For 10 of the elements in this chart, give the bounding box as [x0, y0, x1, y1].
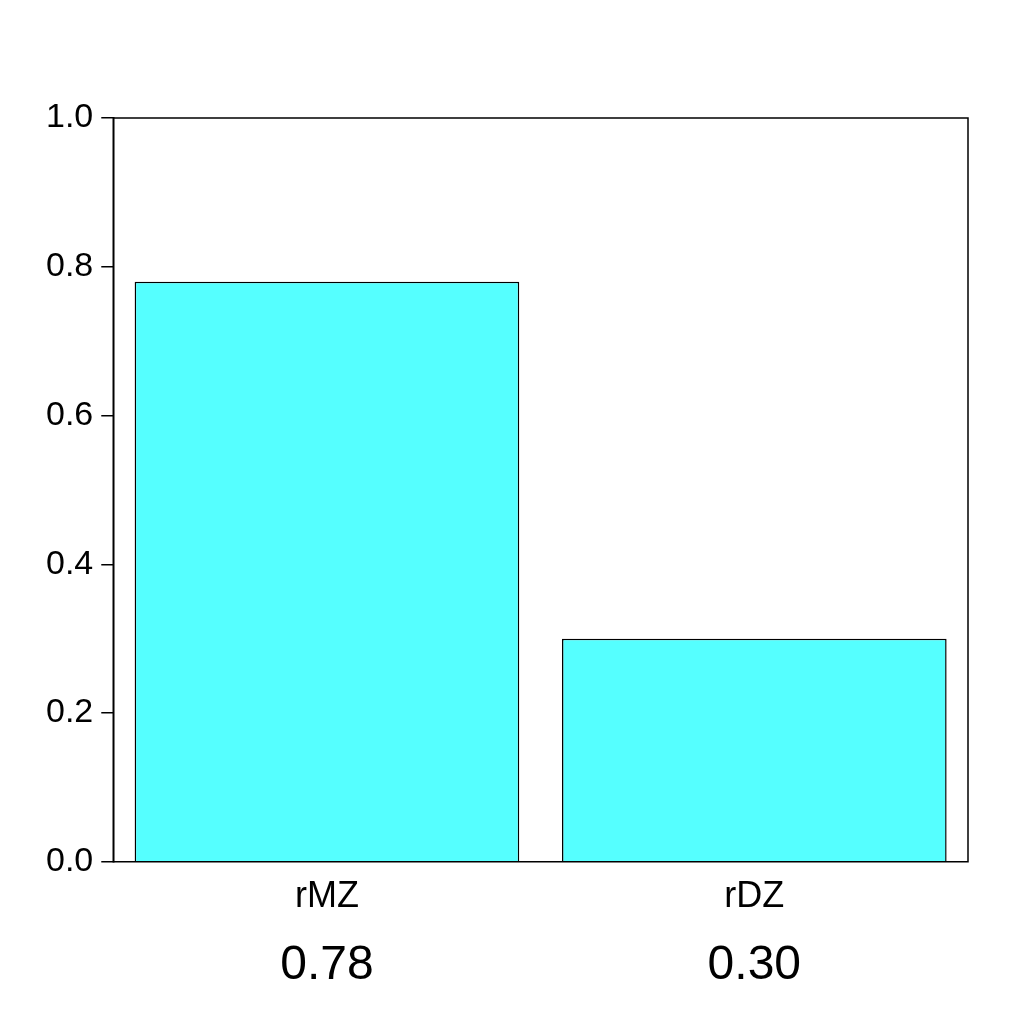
data-label: 0.78 — [280, 936, 374, 989]
x-tick-label: rMZ — [294, 874, 359, 916]
x-tick-label: rDZ — [724, 874, 785, 916]
y-tick-label: 0.0 — [46, 840, 94, 879]
data-label: 0.30 — [707, 936, 802, 989]
y-tick-label: 0.6 — [46, 393, 94, 432]
y-tick-label: 0.8 — [46, 245, 94, 284]
y-tick-label: 0.4 — [46, 542, 94, 581]
y-tick-label: 1.0 — [46, 96, 94, 135]
y-tick-label: 0.2 — [46, 691, 94, 730]
